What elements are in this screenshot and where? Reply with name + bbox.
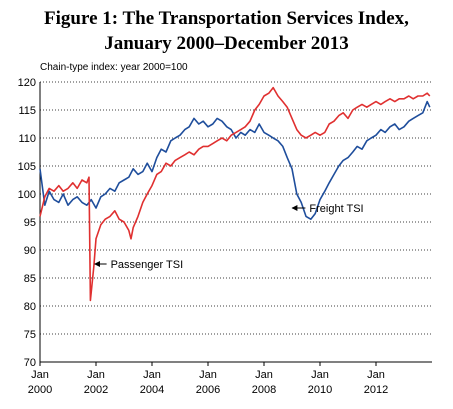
- annotation-label: Passenger TSI: [111, 259, 184, 271]
- figure-title-line-2: January 2000–December 2013: [104, 33, 349, 54]
- x-tick-year: 2008: [252, 384, 276, 396]
- x-tick-year: 2004: [140, 384, 164, 396]
- y-tick-label: 100: [18, 189, 36, 201]
- x-tick-month: Jan: [199, 369, 217, 381]
- y-tick-label: 85: [24, 273, 36, 285]
- x-tick-year: 2012: [364, 384, 388, 396]
- figure-title-line-1: Figure 1: The Transportation Services In…: [44, 8, 409, 29]
- passenger-tsi-line: [39, 86, 431, 302]
- y-tick-label: 105: [18, 161, 36, 173]
- y-tick-label: 75: [24, 329, 36, 341]
- y-tick-label: 70: [24, 357, 36, 369]
- y-tick-label: 120: [18, 77, 36, 89]
- y-tick-label: 95: [24, 217, 36, 229]
- y-tick-label: 115: [18, 105, 36, 117]
- x-tick-month: Jan: [87, 369, 105, 381]
- x-tick-year: 2006: [196, 384, 220, 396]
- x-tick-month: Jan: [311, 369, 329, 381]
- x-tick-month: Jan: [255, 369, 273, 381]
- y-tick-label: 80: [24, 301, 36, 313]
- x-tick-month: Jan: [367, 369, 385, 381]
- freight-tsi-line: [39, 100, 431, 220]
- x-tick-month: Jan: [31, 369, 49, 381]
- x-tick-year: 2010: [308, 384, 332, 396]
- annotation-label: Freight TSI: [309, 203, 363, 215]
- y-tick-label: 90: [24, 245, 36, 257]
- x-tick-year: 2002: [84, 384, 108, 396]
- chart-subtitle: Chain-type index: year 2000=100: [40, 62, 188, 73]
- x-tick-year: 2000: [28, 384, 52, 396]
- x-tick-month: Jan: [143, 369, 161, 381]
- y-tick-label: 110: [18, 133, 36, 145]
